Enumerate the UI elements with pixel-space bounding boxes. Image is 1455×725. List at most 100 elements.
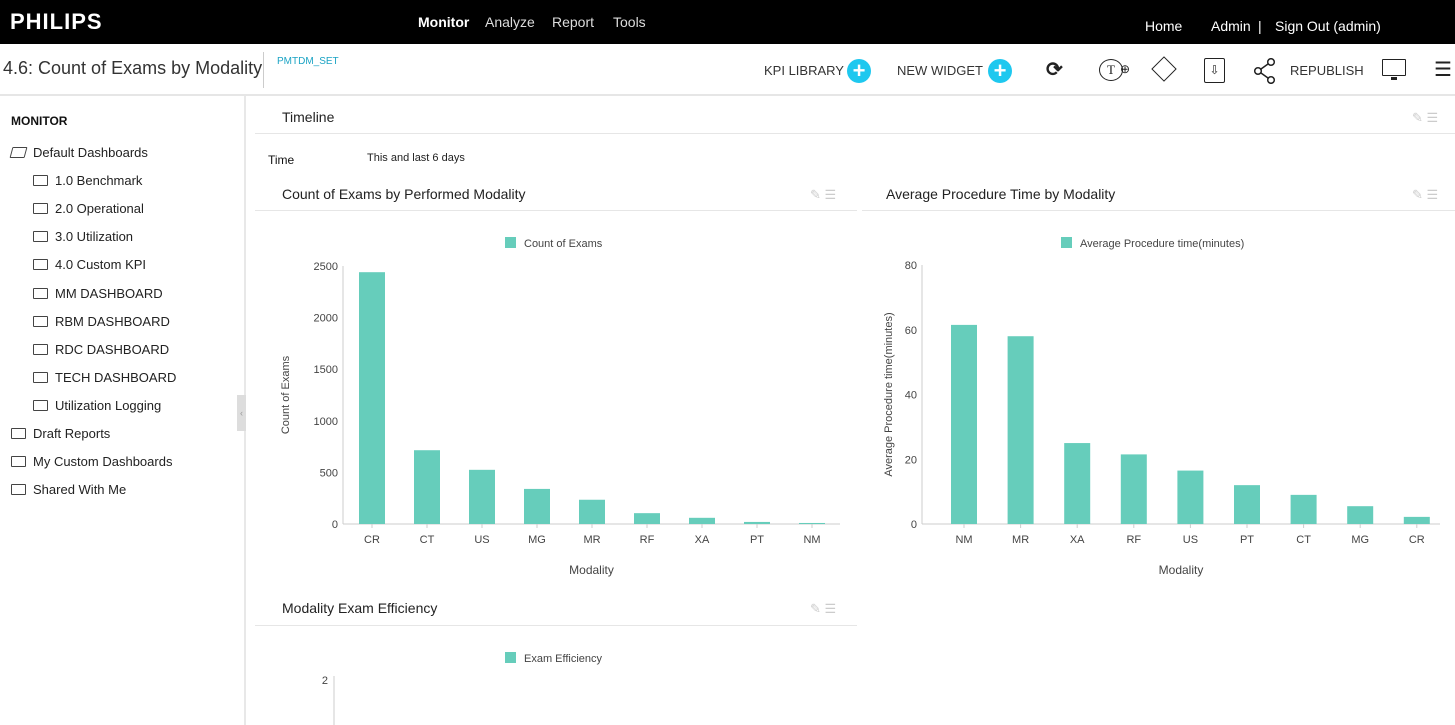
folder-icon <box>11 484 26 496</box>
kpi-library-button[interactable]: KPI LIBRARY <box>764 63 844 78</box>
bar-nm <box>799 522 825 524</box>
x-tick-label: PT <box>750 534 764 546</box>
x-tick-label: MR <box>583 534 600 546</box>
republish-button[interactable]: REPUBLISH <box>1290 63 1364 78</box>
sidebar-item[interactable]: 2.0 Operational <box>33 201 144 216</box>
y-tick-label: 20 <box>905 454 917 466</box>
text-add-plus-icon: ⊕ <box>1120 62 1131 76</box>
dataset-label[interactable]: PMTDM_SET <box>277 56 339 67</box>
panel-edit-menu-icon[interactable]: ✎ ☰ <box>810 187 837 202</box>
folder-icon <box>33 371 48 383</box>
x-tick-label: MG <box>528 534 546 546</box>
sidebar-item-label: Default Dashboards <box>33 145 148 160</box>
y-tick-label: 2500 <box>314 261 338 273</box>
y-tick-label: 0 <box>332 519 338 531</box>
legend-swatch <box>1061 237 1072 248</box>
y-tick-label: 0 <box>911 519 917 531</box>
bar-cr <box>359 272 385 524</box>
y-tick-label: 2 <box>322 675 328 687</box>
nav-monitor[interactable]: Monitor <box>418 14 470 30</box>
panel-title-exam-efficiency: Modality Exam Efficiency <box>282 600 438 616</box>
x-axis-title: Modality <box>569 563 614 577</box>
x-tick-label: US <box>1183 534 1198 546</box>
y-tick-label: 1500 <box>314 364 338 376</box>
sidebar-item-label: 1.0 Benchmark <box>55 173 143 189</box>
time-filter-label: Time <box>268 153 295 167</box>
legend-label: Count of Exams <box>524 238 603 250</box>
x-tick-label: CT <box>1296 534 1311 546</box>
y-axis-title: Average Procedure time(minutes) <box>883 312 895 476</box>
sidebar-item-label: Utilization Logging <box>55 397 162 413</box>
sidebar-item-label: 4.0 Custom KPI <box>55 257 147 273</box>
y-axis-title: Count of Exams <box>280 355 292 434</box>
sidebar-item-label: MM DASHBOARD <box>55 285 163 301</box>
x-tick-label: XA <box>1070 534 1085 546</box>
sidebar-item[interactable]: RBM DASHBOARD <box>33 314 170 329</box>
sidebar-item-label: TECH DASHBOARD <box>55 369 177 385</box>
x-tick-label: XA <box>695 534 710 546</box>
nav-report[interactable]: Report <box>552 14 595 30</box>
sidebar-item[interactable]: TECH DASHBOARD <box>33 370 176 385</box>
bar-cr <box>1403 516 1430 524</box>
folder-icon <box>33 231 48 243</box>
panel-edit-menu-icon[interactable]: ✎ ☰ <box>810 601 837 616</box>
sidebar-item[interactable]: Draft Reports <box>11 426 110 441</box>
sidebar-item[interactable]: Shared With Me <box>11 482 126 497</box>
refresh-icon[interactable]: ⟳ <box>1046 59 1063 81</box>
home-link[interactable]: Home <box>1145 18 1183 34</box>
timeline-title: Timeline <box>282 109 335 125</box>
nav-tools[interactable]: Tools <box>613 14 646 30</box>
sidebar-item[interactable]: 3.0 Utilization <box>33 229 133 244</box>
y-tick-label: 60 <box>905 325 917 337</box>
x-tick-label: NM <box>955 534 972 546</box>
bar-pt <box>744 521 770 524</box>
edit-icon[interactable]: ✎ ☰ <box>1412 110 1439 125</box>
download-icon[interactable]: ⇩ <box>1204 58 1225 83</box>
share-icon[interactable] <box>1253 58 1277 84</box>
sidebar-item-label: Shared With Me <box>33 482 127 498</box>
legend-label: Average Procedure time(minutes) <box>1080 238 1244 250</box>
text-add-icon[interactable]: T <box>1099 59 1123 81</box>
sidebar-item[interactable]: RDC DASHBOARD <box>33 342 169 357</box>
bar-ct <box>414 450 440 524</box>
new-widget-plus-icon[interactable]: + <box>988 59 1012 83</box>
panel-edit-menu-icon[interactable]: ✎ ☰ <box>1412 187 1439 202</box>
y-tick-label: 1000 <box>314 416 338 428</box>
panel-title-avg-procedure-time: Average Procedure Time by Modality <box>886 186 1116 202</box>
sidebar-item-label: RDC DASHBOARD <box>55 341 170 357</box>
sidebar-heading: MONITOR <box>11 114 68 128</box>
monitor-icon[interactable] <box>1382 59 1406 76</box>
nav-analyze[interactable]: Analyze <box>485 14 535 30</box>
top-nav-bar: PHILIPS Monitor Analyze Report Tools Hom… <box>0 0 1455 44</box>
sidebar-item-label: 2.0 Operational <box>55 201 144 217</box>
time-filter-value[interactable]: This and last 6 days <box>367 152 465 164</box>
x-tick-label: MG <box>1351 534 1369 546</box>
monitor-stand <box>1391 77 1397 80</box>
bar-mg <box>1347 506 1374 524</box>
y-tick-label: 500 <box>320 467 338 479</box>
sidebar-item[interactable]: Utilization Logging <box>33 398 161 413</box>
new-widget-button[interactable]: NEW WIDGET <box>897 63 983 78</box>
divider <box>255 210 857 211</box>
sidebar-item[interactable]: 4.0 Custom KPI <box>33 257 146 272</box>
x-tick-label: CR <box>1409 534 1425 546</box>
bar-xa <box>1064 443 1091 524</box>
bar-mg <box>524 488 550 524</box>
sign-out-link[interactable]: Sign Out (admin) <box>1275 18 1381 34</box>
sidebar-item[interactable]: MM DASHBOARD <box>33 286 163 301</box>
folder-icon <box>33 259 48 271</box>
kpi-library-plus-icon[interactable]: + <box>847 59 871 83</box>
sidebar-item-label: Draft Reports <box>33 426 111 441</box>
divider <box>263 52 264 88</box>
admin-link[interactable]: Admin <box>1211 18 1251 34</box>
menu-icon[interactable]: ☰ <box>1434 59 1452 81</box>
sidebar-collapse-handle[interactable]: ‹ <box>237 395 246 431</box>
folder-icon <box>33 315 48 327</box>
x-tick-label: RF <box>640 534 655 546</box>
bar-rf <box>634 513 660 524</box>
x-tick-label: CR <box>364 534 380 546</box>
sidebar-item[interactable]: My Custom Dashboards <box>11 454 172 469</box>
sidebar-item[interactable]: 1.0 Benchmark <box>33 173 142 188</box>
sidebar-item[interactable]: Default Dashboards <box>9 145 148 160</box>
y-tick-label: 2000 <box>314 313 338 325</box>
